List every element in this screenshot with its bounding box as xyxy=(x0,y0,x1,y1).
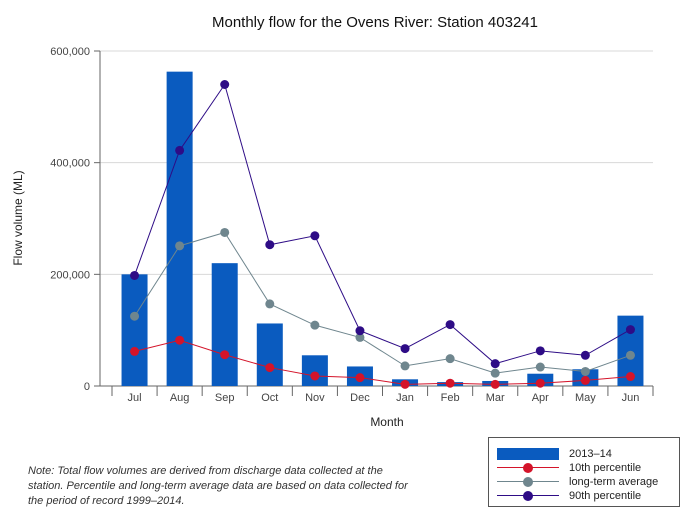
point-10th-percentile xyxy=(580,375,590,385)
point-10th-percentile xyxy=(310,371,320,381)
x-tick-label: Oct xyxy=(261,392,278,404)
x-tick-label: May xyxy=(575,392,596,404)
legend-swatch-line xyxy=(497,475,559,489)
point-10th-percentile xyxy=(265,363,275,373)
y-axis-label: Flow volume (ML) xyxy=(11,170,25,265)
x-tick-label: Nov xyxy=(305,392,325,404)
point-long-term-average xyxy=(625,350,635,360)
point-10th-percentile xyxy=(355,373,365,383)
x-tick-label: Sep xyxy=(215,392,235,404)
bar-jul xyxy=(121,274,148,386)
legend-label: 90th percentile xyxy=(569,490,642,502)
point-10th-percentile xyxy=(535,378,545,388)
point-long-term-average xyxy=(535,362,545,372)
x-tick-label: Jul xyxy=(128,392,142,404)
bar-oct xyxy=(256,323,283,386)
legend-item-long-term-average: long-term average xyxy=(489,475,679,489)
chart-title: Monthly flow for the Ovens River: Statio… xyxy=(212,14,538,31)
point-90th-percentile xyxy=(310,231,320,241)
bar-aug xyxy=(166,71,193,387)
tick-labels: 0 200,000 400,000 600,000 Jul Aug Sep Oct Nov Dec… xyxy=(50,46,639,404)
legend-swatch-line xyxy=(497,461,559,475)
point-long-term-average xyxy=(580,366,590,376)
legend-swatch-line xyxy=(497,489,559,503)
point-long-term-average xyxy=(220,227,230,237)
x-tick-label: Mar xyxy=(486,392,505,404)
series-lines xyxy=(130,80,635,389)
point-long-term-average xyxy=(310,320,320,330)
point-90th-percentile xyxy=(580,350,590,360)
bar-nov xyxy=(301,355,328,386)
point-90th-percentile xyxy=(355,326,365,336)
legend: 2013–14 10th percentile long-term averag… xyxy=(488,437,680,507)
point-90th-percentile xyxy=(445,320,455,330)
point-long-term-average xyxy=(400,361,410,371)
point-long-term-average xyxy=(175,241,185,251)
x-tick-label: Jun xyxy=(622,392,640,404)
point-90th-percentile xyxy=(175,145,185,155)
legend-label: 2013–14 xyxy=(569,448,612,460)
point-90th-percentile xyxy=(490,359,500,369)
y-tick-label: 200,000 xyxy=(50,269,90,281)
y-tick-label: 400,000 xyxy=(50,158,90,170)
point-long-term-average xyxy=(130,311,140,321)
legend-item-2013-14: 2013–14 xyxy=(489,447,679,461)
line-long-term-average xyxy=(134,231,631,374)
point-90th-percentile xyxy=(220,80,230,89)
point-10th-percentile xyxy=(220,350,230,360)
point-long-term-average xyxy=(445,354,455,364)
point-10th-percentile xyxy=(400,379,410,389)
point-90th-percentile xyxy=(265,240,275,250)
point-90th-percentile xyxy=(400,344,410,354)
point-10th-percentile xyxy=(490,379,500,389)
x-tick-label: Feb xyxy=(441,392,460,404)
line-10th-percentile xyxy=(134,339,631,385)
point-90th-percentile xyxy=(130,270,140,280)
legend-label: long-term average xyxy=(569,476,659,488)
bars xyxy=(121,71,644,387)
point-long-term-average xyxy=(490,368,500,378)
x-tick-label: Dec xyxy=(350,392,370,404)
legend-item-10th-percentile: 10th percentile xyxy=(489,461,679,475)
legend-item-90th-percentile: 90th percentile xyxy=(489,489,679,503)
x-tick-label: Apr xyxy=(532,392,549,404)
y-tick-label: 600,000 xyxy=(50,46,90,58)
point-10th-percentile xyxy=(175,335,185,345)
monthly-flow-chart: Monthly flow for the Ovens River: Statio… xyxy=(11,14,654,429)
legend-swatch-bar xyxy=(497,447,559,461)
x-tick-label: Aug xyxy=(170,392,190,404)
point-90th-percentile xyxy=(625,325,635,335)
point-90th-percentile xyxy=(535,346,545,356)
point-long-term-average xyxy=(265,299,275,309)
point-10th-percentile xyxy=(445,378,455,388)
y-tick-label: 0 xyxy=(84,381,90,393)
point-long-term-average xyxy=(355,332,365,342)
legend-label: 10th percentile xyxy=(569,462,642,474)
point-10th-percentile xyxy=(130,346,140,356)
line-90th-percentile xyxy=(134,83,631,365)
bar-sep xyxy=(211,263,238,386)
point-10th-percentile xyxy=(625,372,635,382)
x-tick-label: Jan xyxy=(396,392,414,404)
chart-note: Note: Total flow volumes are derived fro… xyxy=(28,465,408,507)
x-axis-label: Month xyxy=(370,415,403,429)
